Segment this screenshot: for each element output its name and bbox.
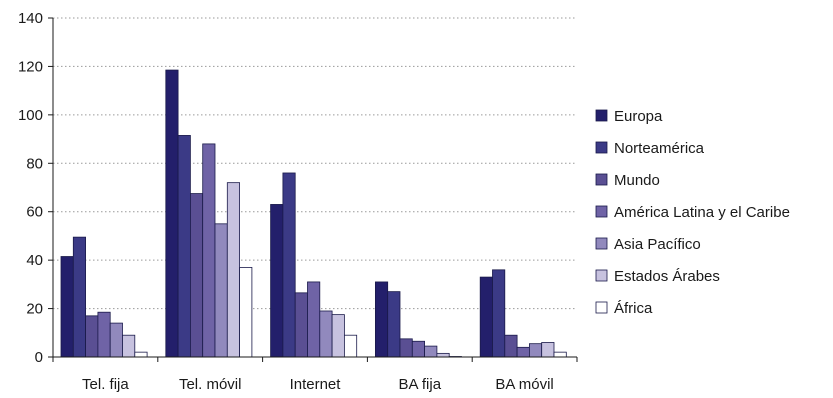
y-tick-label: 40	[26, 252, 43, 269]
bar	[307, 281, 321, 358]
bar	[436, 352, 450, 358]
legend-label: Norteamérica	[614, 140, 705, 157]
y-tick-label: 120	[18, 58, 43, 75]
bar	[202, 143, 216, 358]
bar	[387, 291, 401, 358]
bar	[72, 236, 87, 358]
bar	[60, 256, 74, 358]
bar	[411, 340, 425, 358]
bar	[492, 269, 506, 358]
x-category-label: Tel. fija	[82, 376, 129, 393]
legend-label: América Latina y el Caribe	[614, 204, 790, 221]
legend-swatch	[595, 237, 608, 250]
legend-label: Estados Árabes	[614, 268, 720, 285]
x-category-label: Tel. móvil	[179, 376, 242, 393]
bar	[189, 193, 204, 358]
bar	[424, 345, 438, 358]
bar	[177, 135, 191, 358]
x-category-label: Internet	[290, 376, 342, 393]
legend-label: Mundo	[614, 172, 660, 189]
bars-layer	[60, 69, 567, 358]
bar	[97, 311, 111, 358]
axes-layer: 0 20 40 60 80 100 120 140 Tel. fija Tel. móvil Int…	[18, 10, 578, 393]
y-tick-label: 140	[18, 10, 43, 27]
grid-layer	[53, 17, 577, 310]
bar	[109, 322, 123, 358]
bar	[319, 310, 333, 358]
bar	[479, 276, 493, 358]
y-tick-label: 0	[35, 349, 43, 366]
legend-label: África	[614, 300, 653, 317]
bar	[343, 334, 358, 358]
x-category-label: BA móvil	[495, 376, 553, 393]
bar	[331, 314, 345, 358]
bar	[270, 204, 284, 358]
y-tick-label: 20	[26, 301, 43, 318]
bar	[294, 292, 308, 358]
bar	[134, 351, 148, 358]
legend-swatch	[595, 301, 608, 314]
bar	[399, 338, 413, 358]
legend-swatch	[595, 109, 608, 122]
legend-label: Europa	[614, 108, 663, 125]
y-tick-label: 80	[26, 155, 43, 172]
y-tick-label: 60	[26, 204, 43, 221]
bar	[165, 69, 179, 358]
bar	[504, 334, 518, 358]
legend-swatch	[595, 173, 608, 186]
bar	[374, 281, 389, 358]
legend: Europa Norteamérica Mundo América Latina y …	[595, 108, 790, 317]
x-category-label: BA fija	[399, 376, 442, 393]
bar	[541, 342, 555, 358]
bar	[529, 343, 543, 358]
bar	[85, 315, 99, 358]
bar	[553, 351, 567, 358]
legend-swatch	[595, 141, 608, 154]
bar	[516, 346, 530, 358]
y-tick-label: 100	[18, 107, 43, 124]
legend-swatch	[595, 269, 608, 282]
bar	[122, 334, 136, 358]
legend-label: Asia Pacífico	[614, 236, 701, 253]
legend-swatch	[595, 205, 608, 218]
bar	[226, 182, 241, 358]
bar	[214, 223, 228, 358]
bar	[239, 267, 253, 358]
bar	[282, 172, 296, 358]
